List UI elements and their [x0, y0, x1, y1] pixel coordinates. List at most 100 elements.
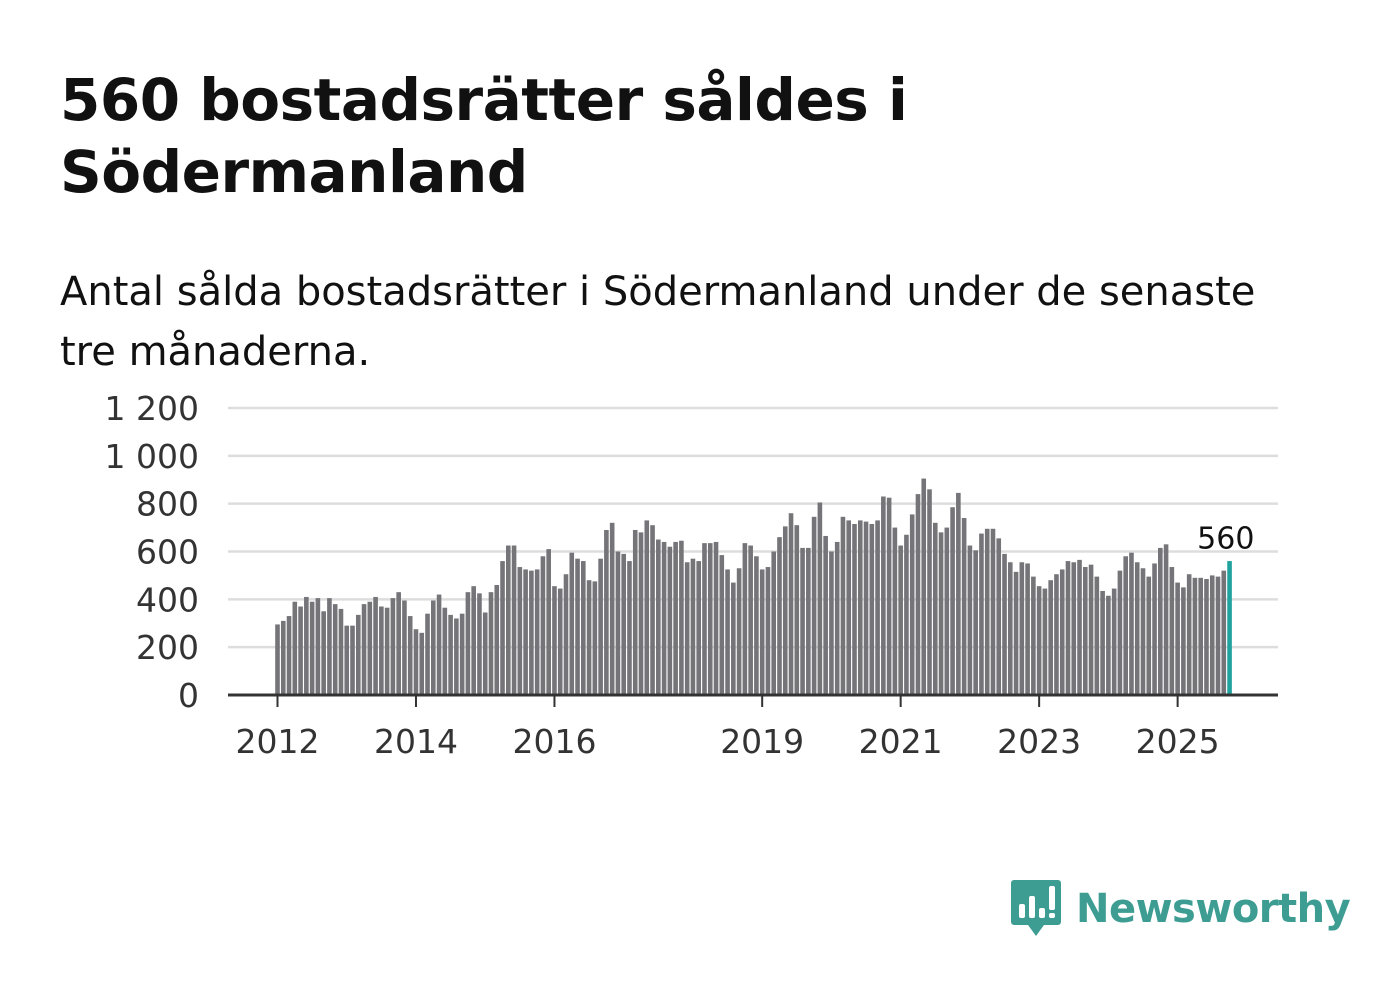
- bar: [1100, 590, 1105, 695]
- y-tick-label: 400: [136, 580, 199, 619]
- bar: [1019, 562, 1025, 695]
- bar: [650, 525, 655, 695]
- bar: [794, 525, 800, 695]
- bar: [430, 600, 436, 695]
- bar: [1215, 576, 1221, 695]
- bar: [534, 569, 540, 695]
- bar: [315, 598, 321, 695]
- bar: [384, 607, 390, 695]
- x-tick-label: 2021: [859, 722, 943, 761]
- bar: [990, 528, 996, 695]
- bar: [881, 496, 886, 695]
- bar: [286, 616, 292, 695]
- bar: [967, 545, 973, 695]
- bar: [454, 618, 459, 695]
- bar: [1065, 561, 1071, 695]
- bar: [771, 551, 777, 695]
- bar: [1204, 579, 1209, 695]
- bar: [523, 569, 528, 695]
- bar: [1106, 595, 1111, 695]
- bar: [367, 601, 373, 695]
- bar: [811, 516, 817, 695]
- x-axis: 2012 2014 2016 2019 2021 2023 2025: [228, 693, 1278, 761]
- bar: [956, 492, 961, 695]
- bar: [482, 612, 488, 695]
- bar: [581, 561, 586, 695]
- bar: [869, 523, 875, 695]
- bar: [782, 526, 788, 695]
- bar: [1007, 562, 1013, 695]
- bar: [500, 561, 505, 695]
- bar: [598, 558, 603, 695]
- bar: [1158, 547, 1163, 695]
- bar: [1013, 571, 1019, 695]
- bar: [1221, 570, 1227, 695]
- bar: [1140, 568, 1146, 695]
- bar: [402, 600, 407, 695]
- bar: [627, 561, 632, 695]
- bar: [448, 614, 453, 695]
- bar: [546, 549, 551, 695]
- bar: [1094, 576, 1100, 695]
- bar: [471, 586, 476, 695]
- bar: [823, 535, 828, 695]
- bar: [1163, 544, 1169, 695]
- bar: [309, 601, 315, 695]
- bar: [280, 620, 286, 695]
- bar: [563, 574, 569, 695]
- bar: [886, 497, 892, 695]
- bar: [707, 543, 713, 695]
- bar: [1186, 574, 1192, 695]
- bar: [425, 613, 430, 695]
- bar: [379, 606, 384, 695]
- bar: [1169, 567, 1175, 695]
- y-tick-label: 600: [136, 533, 199, 572]
- bar: [1123, 556, 1128, 695]
- bar: [1192, 577, 1198, 695]
- bar: [344, 625, 350, 695]
- bar: [1152, 563, 1157, 695]
- bar: [350, 625, 355, 695]
- bar: [442, 607, 448, 695]
- bar: [1111, 588, 1117, 695]
- bar: [1181, 587, 1186, 695]
- bar: [1025, 563, 1030, 695]
- bar: [569, 552, 575, 695]
- bar: [1036, 586, 1042, 695]
- bar: [540, 556, 546, 695]
- bar: [465, 592, 471, 695]
- bar: [1083, 567, 1088, 695]
- bar: [667, 546, 673, 695]
- bar: [713, 541, 719, 695]
- bar: [996, 538, 1002, 695]
- bar: [1054, 574, 1059, 695]
- bar: [586, 580, 592, 695]
- bar: [973, 550, 978, 695]
- bar: [875, 520, 880, 695]
- bar: [419, 632, 425, 695]
- bar: [413, 629, 419, 695]
- bars: [275, 478, 1232, 695]
- bar: [950, 507, 955, 695]
- y-tick-label: 1 200: [105, 389, 199, 428]
- bar: [494, 584, 500, 695]
- bar: [1146, 576, 1152, 695]
- bar-highlight: [1227, 561, 1232, 695]
- bar: [765, 567, 771, 695]
- bar: [852, 523, 857, 695]
- chart-subtitle: Antal sålda bostadsrätter i Södermanland…: [60, 269, 1256, 375]
- bar: [909, 514, 915, 695]
- newsworthy-logo: Newsworthy: [1010, 878, 1351, 940]
- bar: [506, 545, 511, 695]
- brand-name: Newsworthy: [1076, 886, 1351, 932]
- bar: [1117, 570, 1123, 695]
- y-tick-label: 800: [136, 485, 199, 524]
- bar: [275, 624, 280, 695]
- bar: [690, 558, 696, 695]
- newsworthy-logo-icon: [1011, 880, 1061, 936]
- bar: [488, 592, 494, 695]
- bar: [632, 529, 638, 695]
- bar: [719, 555, 725, 695]
- bar: [407, 616, 413, 695]
- bar: [390, 598, 396, 695]
